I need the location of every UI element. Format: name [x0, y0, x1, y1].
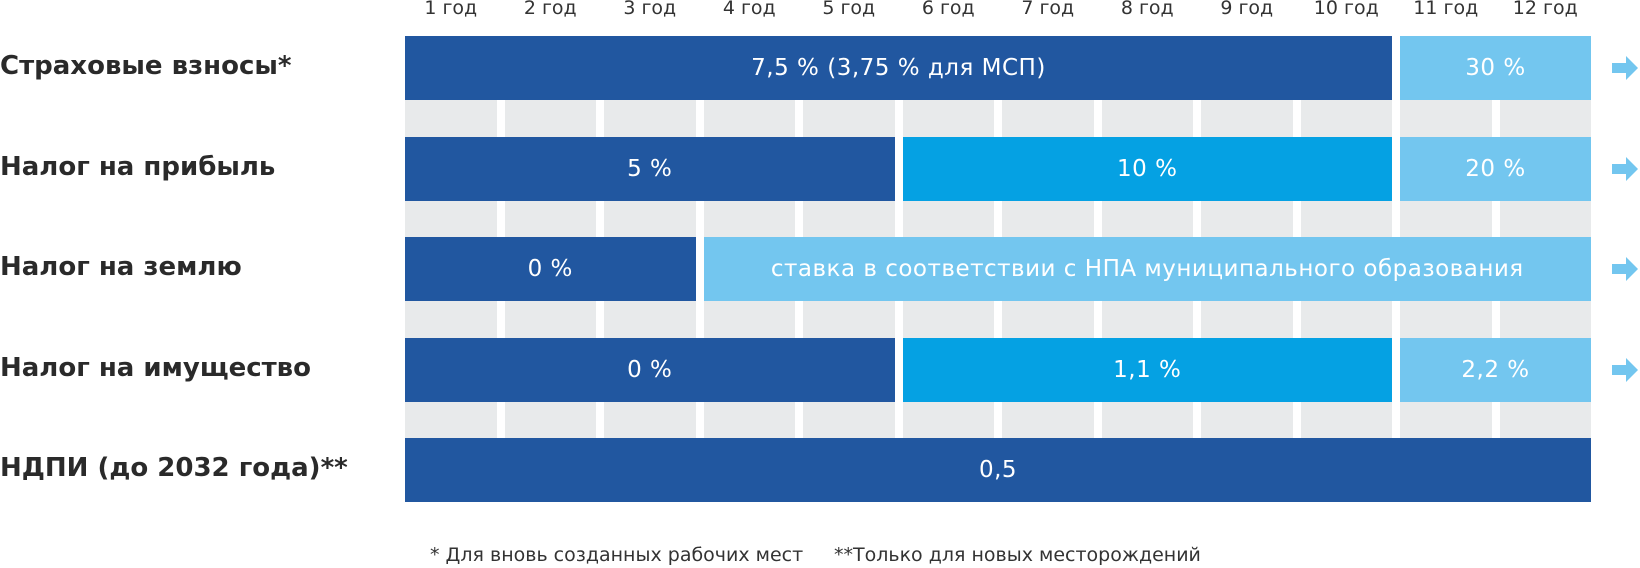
footnote: **Только для новых месторождений — [834, 544, 1201, 566]
rate-segment: 5 % — [405, 136, 895, 201]
rate-segment: 20 % — [1400, 136, 1591, 201]
rate-segment: 30 % — [1400, 36, 1591, 100]
rate-label: 30 % — [1465, 55, 1526, 81]
year-label: 4 год — [722, 0, 776, 19]
rate-segment: ставка в соответствии с НПА муниципально… — [703, 237, 1591, 301]
rate-segment: 0 % — [405, 337, 895, 402]
rate-segment: 0 % — [405, 237, 696, 301]
rate-label: 1,1 % — [1113, 356, 1182, 383]
row-label: НДПИ (до 2032 года)** — [0, 453, 348, 483]
rate-segment: 7,5 % (3,75 % для МСП) — [405, 36, 1392, 100]
year-label: 1 год — [424, 0, 478, 19]
rate-segment: 1,1 % — [902, 337, 1392, 402]
rate-label: 7,5 % (3,75 % для МСП) — [751, 55, 1046, 81]
year-label: 11 год — [1413, 0, 1479, 19]
rate-segment: 2,2 % — [1400, 337, 1591, 402]
rate-label: 2,2 % — [1461, 356, 1530, 383]
arrow-right-icon — [1612, 56, 1638, 80]
arrow-right-icon — [1612, 156, 1638, 181]
year-label: 7 год — [1021, 0, 1075, 19]
rate-segment: 10 % — [902, 136, 1392, 201]
year-label: 9 год — [1220, 0, 1274, 19]
rate-label: 10 % — [1117, 155, 1178, 182]
row-label: Налог на имущество — [0, 352, 311, 383]
year-label: 8 год — [1120, 0, 1174, 19]
year-label: 3 год — [623, 0, 677, 19]
rate-label: ставка в соответствии с НПА муниципально… — [770, 256, 1524, 282]
arrow-right-icon — [1612, 257, 1638, 281]
year-label: 10 год — [1313, 0, 1379, 19]
year-label: 12 год — [1512, 0, 1578, 19]
row-label: Страховые взносы* — [0, 51, 292, 81]
rate-label: 0 % — [527, 256, 573, 282]
year-label: 2 год — [523, 0, 577, 19]
rate-segment: 0,5 — [405, 438, 1591, 502]
arrow-right-icon — [1612, 357, 1638, 382]
year-label: 6 год — [921, 0, 975, 19]
rate-label: 0 % — [627, 356, 673, 383]
row-label: Налог на землю — [0, 252, 242, 282]
footnote: * Для вновь созданных рабочих мест — [430, 544, 804, 566]
rate-label: 5 % — [627, 155, 673, 182]
rate-label: 0,5 — [978, 457, 1018, 483]
row-label: Налог на прибыль — [0, 151, 276, 182]
rate-label: 20 % — [1465, 155, 1526, 182]
year-label: 5 год — [822, 0, 876, 19]
